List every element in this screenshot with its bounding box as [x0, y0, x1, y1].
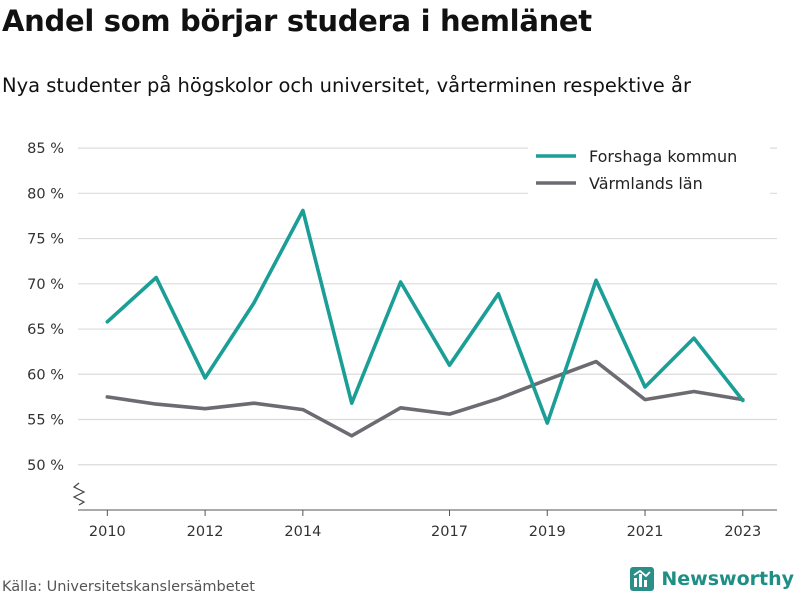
y-tick-label: 60 %	[27, 367, 64, 383]
legend-label: Forshaga kommun	[589, 147, 737, 166]
chart-title: Andel som börjar studera i hemlänet	[2, 4, 592, 38]
source-note: Källa: Universitetskanslersämbetet	[2, 579, 255, 595]
y-tick-label: 75 %	[27, 232, 64, 248]
series-line	[105, 359, 745, 438]
y-tick-label: 55 %	[27, 413, 64, 429]
legend-box	[528, 143, 770, 199]
y-tick-label: 80 %	[27, 186, 64, 202]
x-tick-label: 2012	[187, 524, 224, 540]
y-tick-label: 65 %	[27, 322, 64, 338]
chart-subtitle: Nya studenter på högskolor och universit…	[2, 74, 691, 97]
x-tick-label: 2017	[431, 524, 468, 540]
brand-name: Newsworthy	[661, 568, 794, 590]
legend-label: Värmlands län	[589, 174, 703, 193]
y-tick-label: 85 %	[27, 141, 64, 157]
y-tick-label: 50 %	[27, 458, 64, 474]
axis-break-icon	[72, 482, 86, 506]
x-tick-label: 2019	[529, 524, 566, 540]
y-tick-label: 70 %	[27, 277, 64, 293]
x-tick-label: 2023	[724, 524, 761, 540]
x-tick-label: 2014	[284, 524, 321, 540]
series-line	[105, 208, 745, 425]
brand-logo: Newsworthy	[629, 566, 794, 592]
x-tick-label: 2021	[627, 524, 664, 540]
newsworthy-logo-icon	[630, 567, 655, 591]
x-tick-label: 2010	[89, 524, 126, 540]
